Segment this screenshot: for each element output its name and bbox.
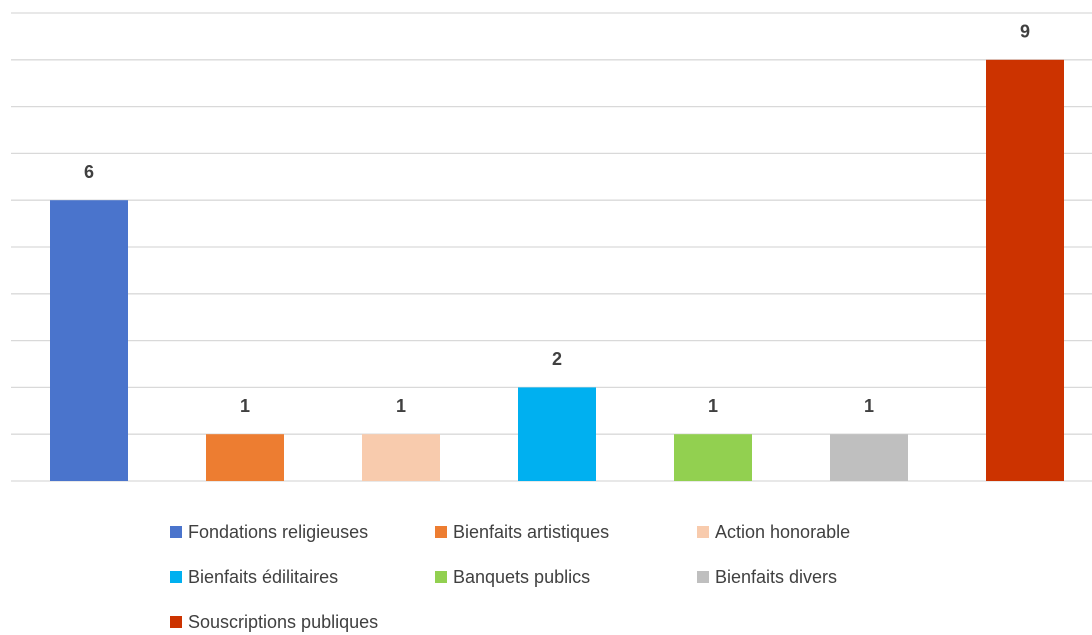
- bar: [830, 434, 908, 481]
- bar: [362, 434, 440, 481]
- legend-label: Souscriptions publiques: [188, 612, 378, 632]
- data-label: 1: [240, 396, 250, 416]
- data-label: 2: [552, 349, 562, 369]
- legend-label: Action honorable: [715, 522, 850, 542]
- legend-label: Banquets publics: [453, 567, 590, 587]
- bar: [50, 200, 128, 481]
- legend-swatch: [435, 526, 447, 538]
- data-label: 1: [708, 396, 718, 416]
- bar: [986, 59, 1064, 482]
- data-label: 1: [396, 396, 406, 416]
- legend-swatch: [435, 571, 447, 583]
- legend-label: Bienfaits édilitaires: [188, 567, 338, 587]
- legend-swatch: [170, 616, 182, 628]
- data-label: 1: [864, 396, 874, 416]
- bar: [674, 434, 752, 481]
- legend-label: Bienfaits divers: [715, 567, 837, 587]
- bar: [518, 387, 596, 481]
- data-label: 9: [1020, 22, 1030, 42]
- data-label: 6: [84, 162, 94, 182]
- legend-label: Fondations religieuses: [188, 522, 368, 542]
- legend-label: Bienfaits artistiques: [453, 522, 609, 542]
- legend-swatch: [170, 526, 182, 538]
- legend-swatch: [697, 571, 709, 583]
- legend-swatch: [170, 571, 182, 583]
- bar: [206, 434, 284, 481]
- legend-swatch: [697, 526, 709, 538]
